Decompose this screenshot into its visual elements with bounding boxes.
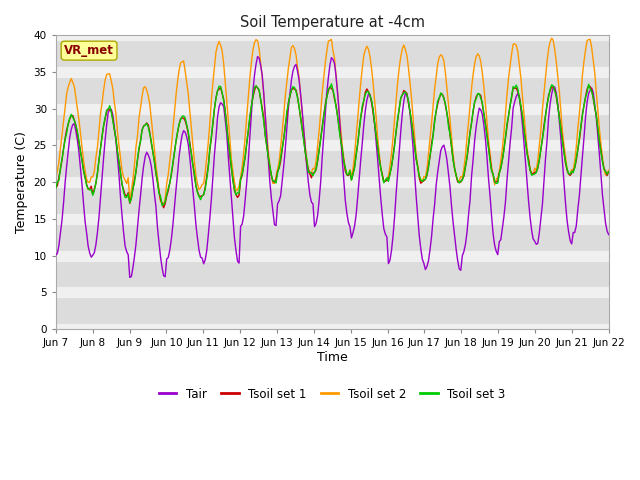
- Legend: Tair, Tsoil set 1, Tsoil set 2, Tsoil set 3: Tair, Tsoil set 1, Tsoil set 2, Tsoil se…: [154, 383, 511, 405]
- Y-axis label: Temperature (C): Temperature (C): [15, 131, 28, 233]
- Text: VR_met: VR_met: [64, 44, 114, 57]
- X-axis label: Time: Time: [317, 351, 348, 364]
- Title: Soil Temperature at -4cm: Soil Temperature at -4cm: [240, 15, 425, 30]
